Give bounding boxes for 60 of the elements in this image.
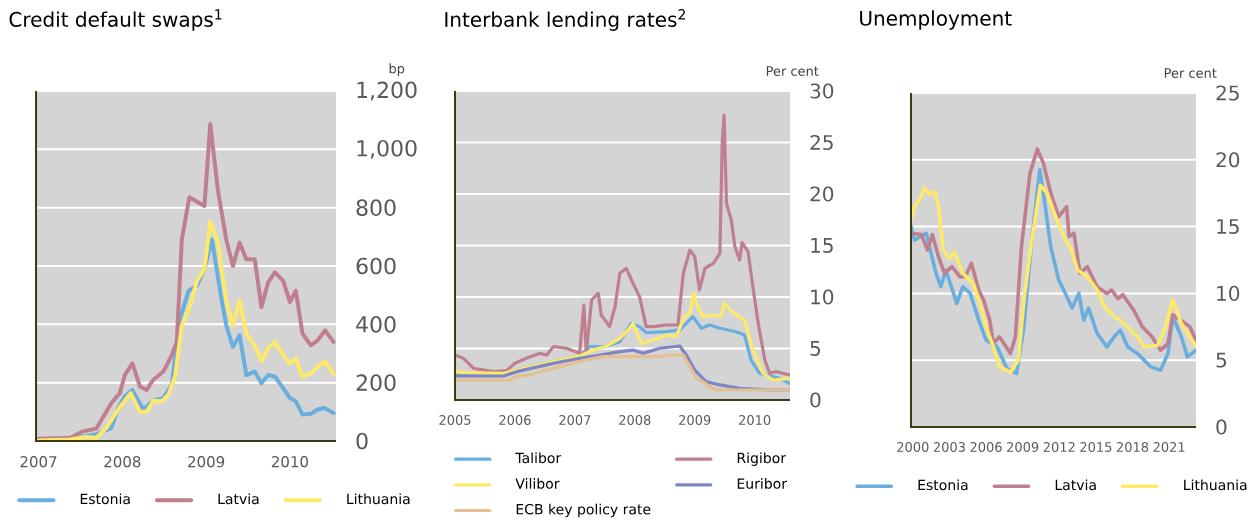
x-tick-label: 2012 xyxy=(1043,442,1075,452)
line-series xyxy=(36,121,336,441)
y-axis-title: Per cent xyxy=(1164,68,1217,78)
x-tick-label: 2008 xyxy=(104,456,141,468)
chart-title: Interbank lending rates$^{2}$ xyxy=(445,9,685,31)
line-series xyxy=(911,147,1196,356)
y-axis-title: bp xyxy=(389,63,405,76)
line-series xyxy=(455,113,790,377)
y-tick-label: 25 xyxy=(1216,85,1239,101)
chart-title: Unemployment xyxy=(860,10,1012,30)
legend-label: Euribor xyxy=(737,478,787,489)
y-tick-label: 5 xyxy=(1216,352,1227,368)
legend-label: Vilibor xyxy=(515,478,560,489)
y-tick-label: 30 xyxy=(810,83,834,99)
y-tick-label: 15 xyxy=(1217,219,1239,235)
x-tick-label: 2006 xyxy=(970,442,1002,452)
y-tick-label: 800 xyxy=(356,199,396,216)
legend-label: Estonia xyxy=(80,493,130,505)
line-series xyxy=(455,353,790,392)
x-tick-label: 2018 xyxy=(1116,442,1149,452)
x-tick-label: 2009 xyxy=(188,456,225,468)
x-tick-label: 2005 xyxy=(439,415,471,425)
y-tick-label: 0 xyxy=(810,392,821,408)
y-tick-label: 15 xyxy=(811,238,833,253)
y-tick-label: 1,000 xyxy=(357,139,417,159)
legend-label: Rigibor xyxy=(737,452,787,466)
legend-label: Estonia xyxy=(918,479,968,491)
y-tick-label: 1,200 xyxy=(357,81,417,101)
x-tick-label: 2010 xyxy=(271,456,308,468)
x-tick-label: 2021 xyxy=(1153,442,1185,452)
x-tick-label: 2003 xyxy=(933,442,965,452)
legend-label: Latvia xyxy=(1055,479,1096,491)
y-tick-label: 25 xyxy=(810,134,833,151)
y-tick-label: 400 xyxy=(356,316,396,333)
y-tick-label: 10 xyxy=(811,289,834,305)
x-tick-label: 2007 xyxy=(20,456,57,468)
legend-label: Lithuania xyxy=(347,493,410,505)
chart-title: Credit default swaps$^{1}$ xyxy=(9,9,222,31)
y-tick-label: 0 xyxy=(356,432,368,450)
y-axis-title: Per cent xyxy=(766,66,819,76)
x-tick-label: 2009 xyxy=(1007,442,1039,452)
x-tick-label: 2008 xyxy=(619,415,651,425)
legend-label: Lithuania xyxy=(1184,479,1247,491)
y-tick-label: 0 xyxy=(1216,419,1227,435)
legend-label: ECB key policy rate xyxy=(516,503,651,518)
y-tick-label: 5 xyxy=(810,341,821,356)
y-tick-label: 20 xyxy=(810,186,834,202)
legend-label: Talibor xyxy=(515,452,562,464)
y-tick-label: 200 xyxy=(356,374,396,391)
y-tick-label: 10 xyxy=(1217,285,1240,301)
legend-label: Latvia xyxy=(218,493,259,505)
x-tick-label: 2007 xyxy=(559,415,591,425)
y-tick-label: 600 xyxy=(356,257,396,275)
x-tick-label: 2009 xyxy=(679,415,711,425)
x-tick-label: 2010 xyxy=(739,415,771,425)
x-tick-label: 2015 xyxy=(1080,442,1112,452)
line-series xyxy=(455,291,790,382)
x-tick-label: 2000 xyxy=(897,442,929,452)
y-tick-label: 20 xyxy=(1216,152,1240,168)
x-tick-label: 2006 xyxy=(499,415,531,425)
